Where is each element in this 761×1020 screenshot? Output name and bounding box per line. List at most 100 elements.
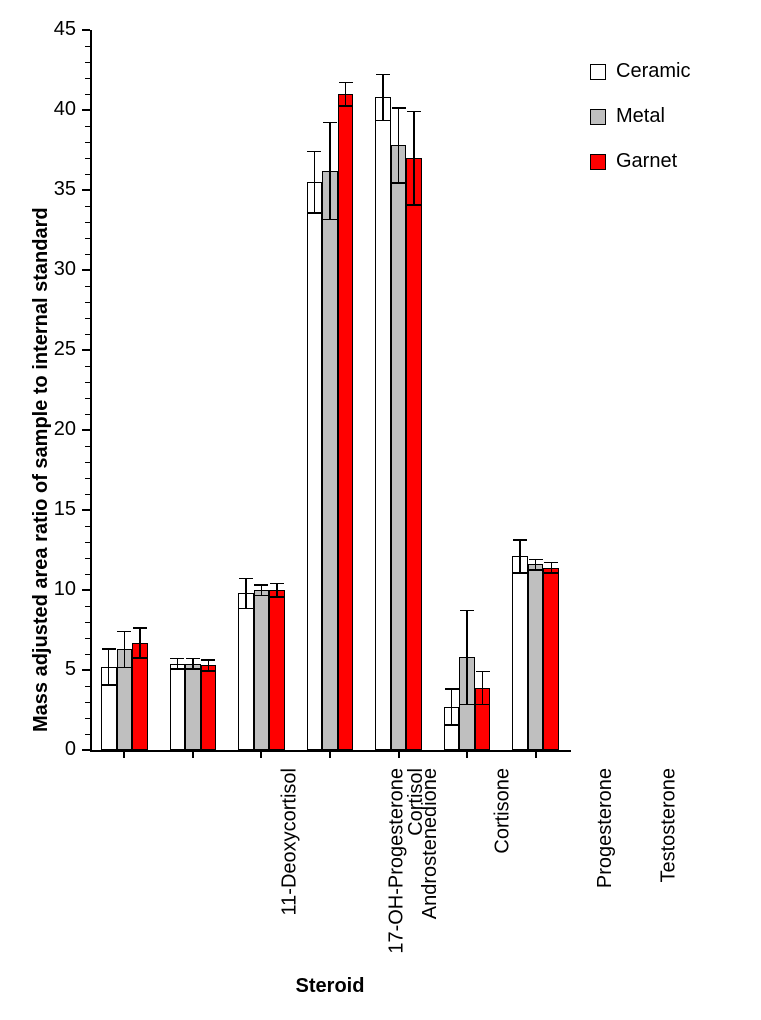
- x-tick-label: Testosterone: [657, 768, 680, 883]
- y-tick-minor: [85, 734, 90, 735]
- y-tick-minor: [85, 78, 90, 79]
- y-tick-major: [82, 589, 90, 591]
- y-tick-label: 45: [0, 18, 76, 41]
- y-tick-major: [82, 269, 90, 271]
- y-tick-major: [82, 429, 90, 431]
- errorbar-cap-top: [460, 610, 474, 612]
- x-tick-label: Cortisol: [405, 768, 428, 836]
- errorbar-cap-top: [529, 559, 543, 561]
- y-tick-minor: [85, 398, 90, 399]
- errorbar-cap-top: [544, 562, 558, 564]
- errorbar-line: [451, 689, 453, 724]
- errorbar-line: [551, 563, 553, 573]
- bar-garnet: [543, 568, 559, 750]
- y-tick-label: 35: [0, 178, 76, 201]
- errorbar-cap-bot: [544, 572, 558, 574]
- bar-ceramic: [307, 182, 323, 750]
- legend: Ceramic Metal Garnet: [590, 60, 690, 195]
- errorbar-cap-top: [307, 151, 321, 153]
- y-tick-label: 5: [0, 658, 76, 681]
- y-tick-label: 0: [0, 738, 76, 761]
- y-tick-minor: [85, 702, 90, 703]
- errorbar-cap-top: [476, 671, 490, 673]
- x-tick-major: [329, 750, 331, 758]
- y-tick-minor: [85, 462, 90, 463]
- y-tick-minor: [85, 158, 90, 159]
- y-tick-minor: [85, 446, 90, 447]
- y-axis-label: Mass adjusted area ratio of sample to in…: [30, 207, 53, 732]
- y-tick-minor: [85, 494, 90, 495]
- y-tick-label: 25: [0, 338, 76, 361]
- y-tick-major: [82, 109, 90, 111]
- bar-ceramic: [375, 97, 391, 750]
- errorbar-line: [108, 649, 110, 684]
- legend-swatch-metal: [590, 109, 606, 125]
- errorbar-cap-bot: [513, 572, 527, 574]
- errorbar-cap-top: [513, 539, 527, 541]
- y-tick-major: [82, 669, 90, 671]
- y-tick-label: 40: [0, 98, 76, 121]
- y-tick-minor: [85, 286, 90, 287]
- bar-ceramic: [238, 593, 254, 750]
- y-tick-label: 15: [0, 498, 76, 521]
- y-tick-minor: [85, 126, 90, 127]
- bar-garnet: [201, 665, 217, 750]
- bar-metal: [528, 564, 544, 750]
- bar-garnet: [406, 158, 422, 750]
- errorbar-cap-bot: [460, 704, 474, 706]
- x-tick-label: 11-Deoxycortisol: [279, 768, 302, 915]
- y-tick-major: [82, 189, 90, 191]
- bar-metal: [391, 145, 407, 750]
- legend-swatch-garnet: [590, 154, 606, 170]
- errorbar-cap-bot: [392, 182, 406, 184]
- y-tick-major: [82, 349, 90, 351]
- errorbar-line: [413, 112, 415, 205]
- errorbar-cap-bot: [117, 667, 131, 669]
- errorbar-cap-bot: [239, 608, 253, 610]
- y-tick-minor: [85, 238, 90, 239]
- bar-garnet: [132, 643, 148, 750]
- y-tick-label: 10: [0, 578, 76, 601]
- y-tick-major: [82, 29, 90, 31]
- y-tick-minor: [85, 174, 90, 175]
- errorbar-cap-bot: [270, 596, 284, 598]
- errorbar-line: [124, 632, 126, 667]
- errorbar-cap-top: [392, 107, 406, 109]
- legend-label-metal: Metal: [616, 105, 665, 128]
- y-tick-minor: [85, 382, 90, 383]
- y-tick-minor: [85, 686, 90, 687]
- y-tick-minor: [85, 302, 90, 303]
- y-tick-label: 30: [0, 258, 76, 281]
- errorbar-cap-bot: [133, 657, 147, 659]
- errorbar-line: [314, 152, 316, 213]
- errorbar-line: [382, 75, 384, 120]
- y-tick-minor: [85, 46, 90, 47]
- bar-metal: [254, 590, 270, 750]
- x-tick-label: Cortisone: [491, 768, 514, 854]
- bar-ceramic: [512, 556, 528, 750]
- x-tick-major: [123, 750, 125, 758]
- errorbar-cap-top: [239, 578, 253, 580]
- bar-metal: [322, 171, 338, 750]
- bar-ceramic: [170, 664, 186, 750]
- legend-item-metal: Metal: [590, 105, 690, 128]
- errorbar-line: [177, 659, 179, 669]
- errorbar-line: [208, 660, 210, 670]
- y-tick-minor: [85, 142, 90, 143]
- x-tick-label: Progesterone: [594, 768, 617, 888]
- errorbar-cap-top: [270, 583, 284, 585]
- legend-swatch-ceramic: [590, 64, 606, 80]
- y-tick-minor: [85, 334, 90, 335]
- y-tick-minor: [85, 622, 90, 623]
- y-tick-minor: [85, 318, 90, 319]
- y-tick-major: [82, 509, 90, 511]
- errorbar-cap-bot: [201, 670, 215, 672]
- y-tick-minor: [85, 574, 90, 575]
- errorbar-line: [482, 672, 484, 704]
- errorbar-cap-top: [407, 111, 421, 113]
- y-tick-minor: [85, 558, 90, 559]
- legend-item-garnet: Garnet: [590, 150, 690, 173]
- x-tick-major: [398, 750, 400, 758]
- errorbar-line: [535, 560, 537, 570]
- y-tick-label: 20: [0, 418, 76, 441]
